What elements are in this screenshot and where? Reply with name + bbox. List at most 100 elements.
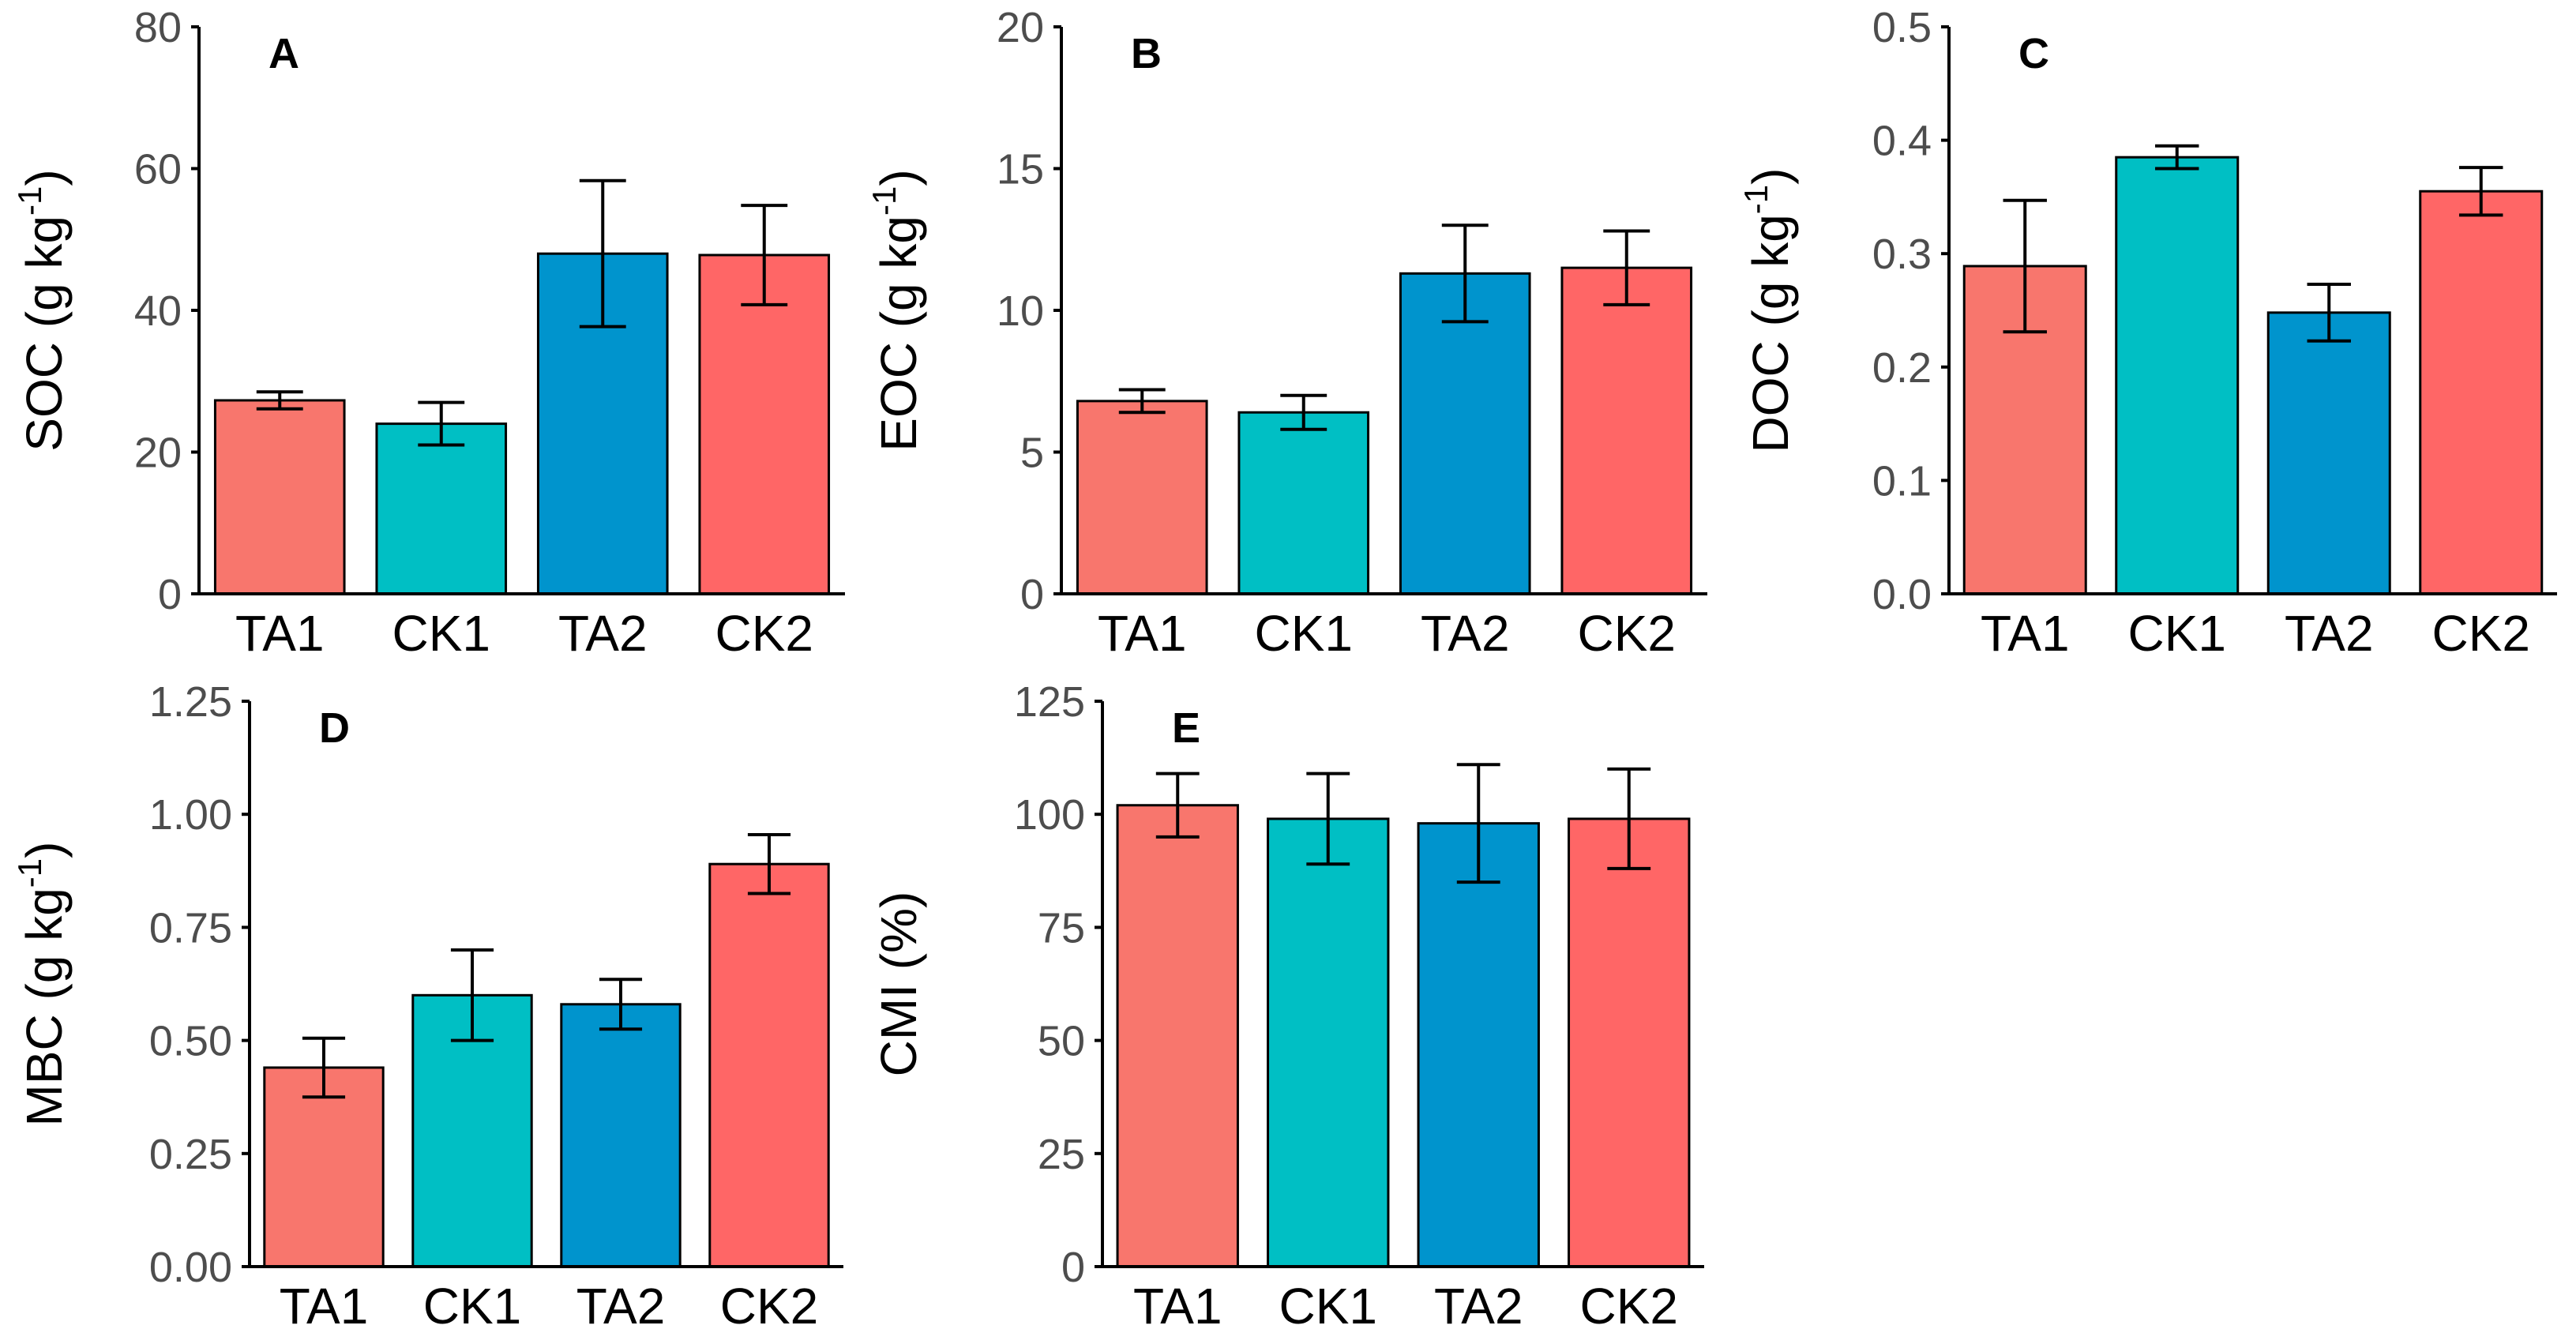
y-tick-label: 50 [1038, 1018, 1085, 1065]
y-axis-title-superscript: -1 [1737, 185, 1774, 214]
x-tick-label: TA1 [1981, 605, 2070, 662]
x-tick-label: CK2 [715, 605, 814, 662]
y-tick-label: 0.00 [149, 1244, 232, 1291]
y-axis-title: DOC (g kg-1) [1737, 168, 1799, 453]
y-axis-title-main: CMI (%) [870, 892, 927, 1077]
y-tick-label: 15 [997, 146, 1044, 193]
y-tick-label: 20 [997, 4, 1044, 51]
y-tick-label: 0.1 [1872, 457, 1932, 505]
bar-ck1 [375, 422, 508, 595]
x-tick-label: TA1 [235, 605, 325, 662]
y-tick-label: 0.3 [1872, 231, 1932, 278]
error-bar-ta1 [1155, 771, 1200, 839]
y-axis-title-end: ) [16, 169, 73, 186]
error-bar-ck2 [2459, 166, 2503, 217]
x-tick-label: TA2 [1421, 605, 1510, 662]
panel-label: B [1131, 30, 1162, 77]
error-bar-ta1 [302, 1036, 346, 1099]
y-tick-label: 40 [134, 287, 182, 335]
x-tick-label: CK1 [1255, 605, 1354, 662]
y-axis-title-main: EOC (g kg [870, 216, 927, 452]
error-bar-ta1 [2003, 198, 2047, 334]
error-bar-ck1 [418, 400, 465, 447]
y-tick-label: 100 [1014, 791, 1085, 839]
error-bar-ck2 [747, 832, 791, 895]
y-tick-label: 20 [134, 430, 182, 477]
x-tick-label: TA2 [1434, 1278, 1523, 1335]
error-bar-ck1 [1306, 771, 1350, 866]
bar-ta1 [213, 399, 346, 595]
panel-label: C [2018, 30, 2049, 77]
y-axis-title-main: DOC (g kg [1742, 214, 1799, 452]
bar-ck1 [1237, 411, 1370, 595]
bar-ta2 [1417, 822, 1540, 1268]
error-bar-ck1 [450, 948, 494, 1042]
y-tick-label: 1.25 [149, 678, 232, 726]
error-bar-ck2 [1603, 229, 1650, 306]
y-tick-label: 10 [997, 287, 1044, 335]
bar-ck2 [1568, 817, 1691, 1268]
error-bar-ck1 [2155, 144, 2199, 171]
panel-b: TA1 CK1 TA2 CK2 0 5 10 15 20 B EOC (g kg-1) [866, 4, 1707, 662]
x-tick-label: CK1 [2128, 605, 2227, 662]
y-tick-label: 0 [158, 571, 182, 618]
bar-ck2 [2419, 190, 2544, 595]
y-tick-label: 1.00 [149, 791, 232, 839]
bar-ck2 [708, 862, 830, 1268]
error-bar-ta2 [579, 178, 626, 328]
x-tick-label: TA1 [280, 1278, 369, 1335]
y-tick-label: 125 [1014, 678, 1085, 726]
error-bar-ta1 [256, 390, 303, 411]
x-tick-label: CK2 [1578, 605, 1677, 662]
bar-ta1 [1076, 400, 1208, 595]
x-tick-label: TA2 [2285, 605, 2374, 662]
x-tick-label: TA1 [1098, 605, 1187, 662]
bar-ta2 [2266, 311, 2391, 595]
y-axis-title-main: SOC (g kg [16, 216, 73, 452]
y-axis-title-superscript: -1 [11, 858, 48, 888]
y-axis-title-end: ) [870, 169, 927, 186]
error-bar-ta2 [1456, 763, 1500, 884]
x-tick-label: CK1 [392, 605, 491, 662]
bar-ck1 [2115, 156, 2240, 595]
y-tick-label: 0.25 [149, 1131, 232, 1178]
error-bar-ta2 [599, 978, 643, 1031]
bar-ta2 [560, 1003, 682, 1268]
panel-c: TA1 CK1 TA2 CK2 0.0 0.1 0.2 0.3 0.4 0.5 C DOC (g kg… [1737, 4, 2557, 662]
x-tick-label: CK1 [1279, 1278, 1378, 1335]
y-axis-title: EOC (g kg-1) [866, 169, 927, 451]
y-axis-title-superscript: -1 [11, 186, 48, 216]
error-bar-ck1 [1280, 393, 1327, 431]
error-bar-ck2 [1607, 767, 1651, 870]
bar-ta1 [1116, 804, 1239, 1268]
y-tick-label: 60 [134, 146, 182, 193]
y-tick-label: 0.75 [149, 904, 232, 952]
y-tick-label: 75 [1038, 904, 1085, 952]
x-tick-label: TA2 [558, 605, 648, 662]
y-tick-label: 0.4 [1872, 118, 1932, 165]
x-tick-label: CK2 [720, 1278, 819, 1335]
y-axis-title-end: ) [1742, 168, 1799, 185]
y-tick-label: 80 [134, 4, 182, 51]
error-bar-ta2 [2307, 282, 2351, 343]
error-bar-ck2 [741, 204, 788, 306]
y-axis-title-end: ) [16, 842, 73, 858]
panel-label: D [319, 704, 350, 752]
y-tick-label: 0 [1061, 1244, 1085, 1291]
y-tick-label: 5 [1020, 430, 1044, 477]
bar-ck1 [1267, 817, 1390, 1268]
x-tick-label: CK1 [423, 1278, 522, 1335]
y-axis-title: MBC (g kg-1) [11, 842, 73, 1127]
y-axis-title: SOC (g kg-1) [11, 169, 73, 451]
y-tick-label: 0.0 [1872, 571, 1932, 618]
x-tick-label: TA2 [576, 1278, 666, 1335]
panel-d: TA1 CK1 TA2 CK2 0.00 0.25 0.50 0.75 1.00 1.25 D MBC… [11, 678, 843, 1335]
bar-ta1 [263, 1066, 385, 1268]
y-axis-title-superscript: -1 [866, 186, 903, 216]
y-axis-title-main: MBC (g kg [16, 888, 73, 1126]
panel-label: E [1172, 704, 1200, 752]
y-tick-label: 0.5 [1872, 4, 1932, 51]
y-tick-label: 0 [1020, 571, 1044, 618]
y-tick-label: 0.2 [1872, 344, 1932, 392]
